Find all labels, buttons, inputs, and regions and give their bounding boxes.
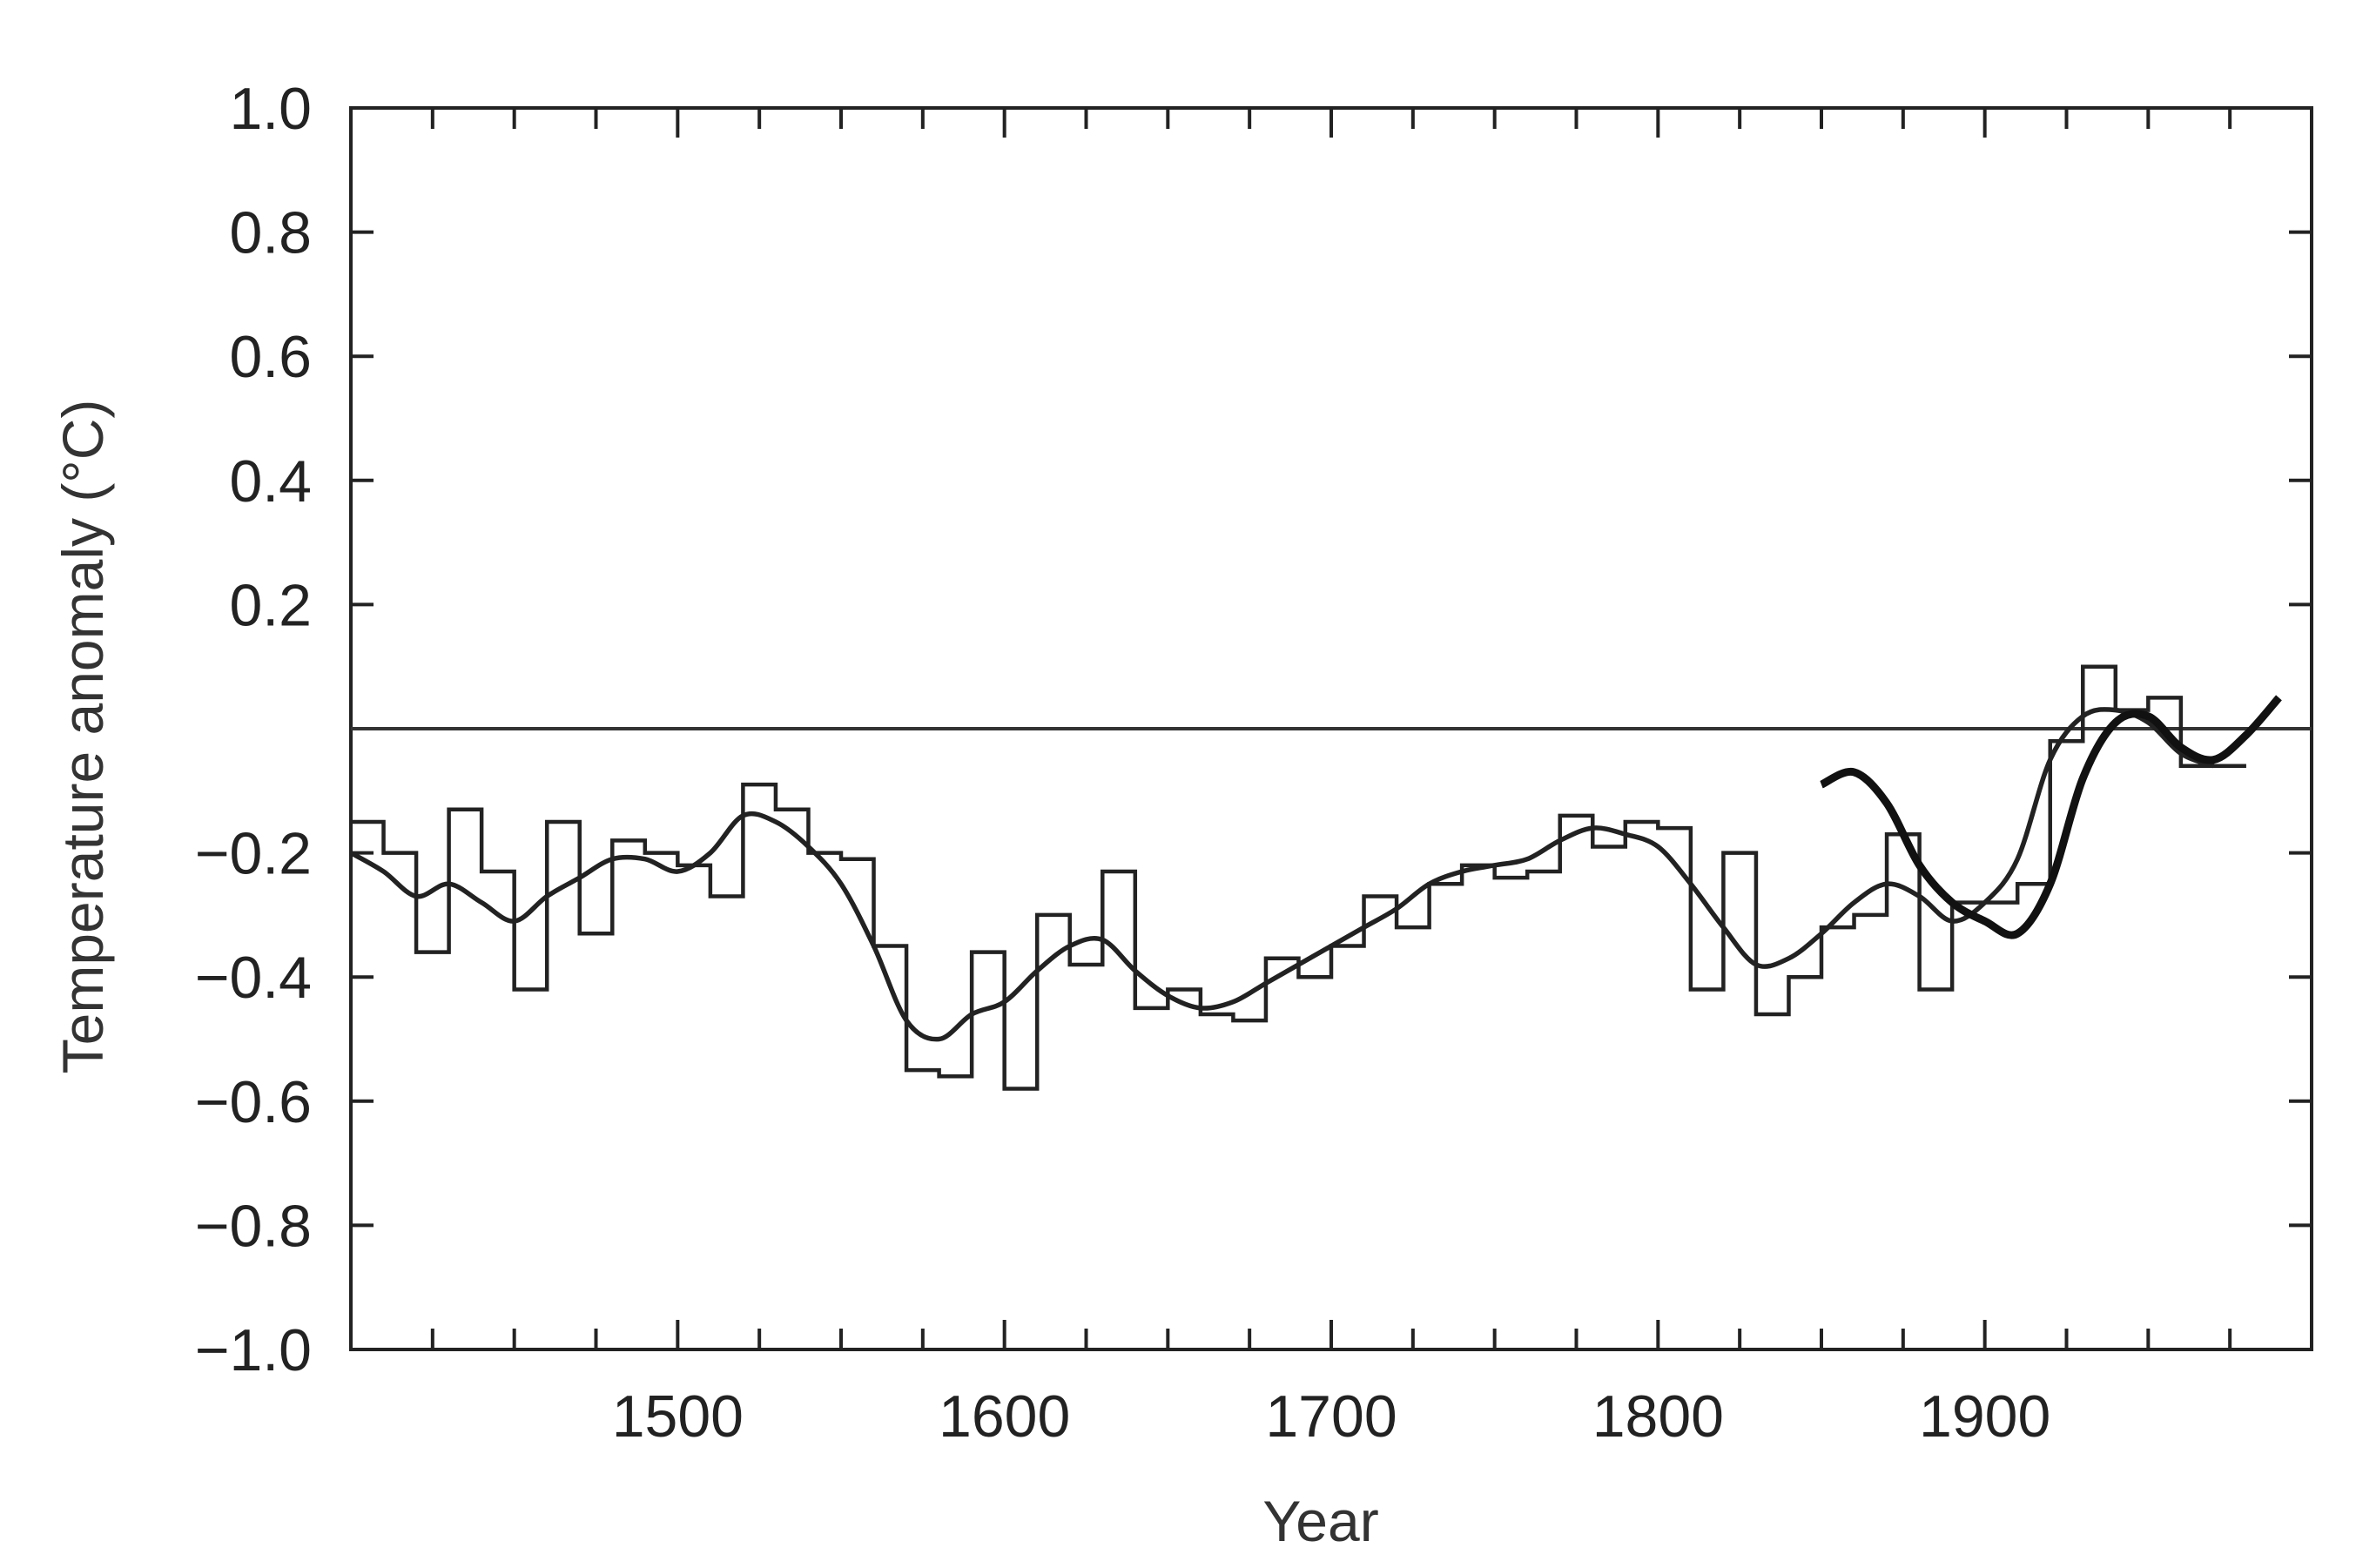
y-tick-label: −0.2 <box>195 821 312 887</box>
y-tick-label: −0.6 <box>195 1069 312 1135</box>
y-axis-title: Temperature anomaly (°C) <box>50 400 115 1074</box>
plot-frame <box>351 108 2312 1349</box>
y-tick-label: 0.8 <box>229 200 312 266</box>
x-tick-label: 1700 <box>1265 1383 1397 1450</box>
y-tick-label: −1.0 <box>195 1317 312 1383</box>
y-tick-label: 0.4 <box>229 448 312 515</box>
x-axis: 1500 1600 1700 1800 1900 <box>433 108 2230 1450</box>
y-tick-label: −0.4 <box>195 945 312 1011</box>
x-tick-label: 1600 <box>939 1383 1070 1450</box>
y-tick-label: 0.6 <box>229 324 312 390</box>
x-axis-title: Year <box>1262 1489 1378 1553</box>
y-tick-label: −0.8 <box>195 1193 312 1259</box>
x-tick-label: 1800 <box>1592 1383 1724 1450</box>
x-tick-label: 1500 <box>612 1383 744 1450</box>
y-tick-label: 0.2 <box>229 572 312 638</box>
y-tick-label: 1.0 <box>229 76 312 142</box>
x-tick-label: 1900 <box>1919 1383 2050 1450</box>
